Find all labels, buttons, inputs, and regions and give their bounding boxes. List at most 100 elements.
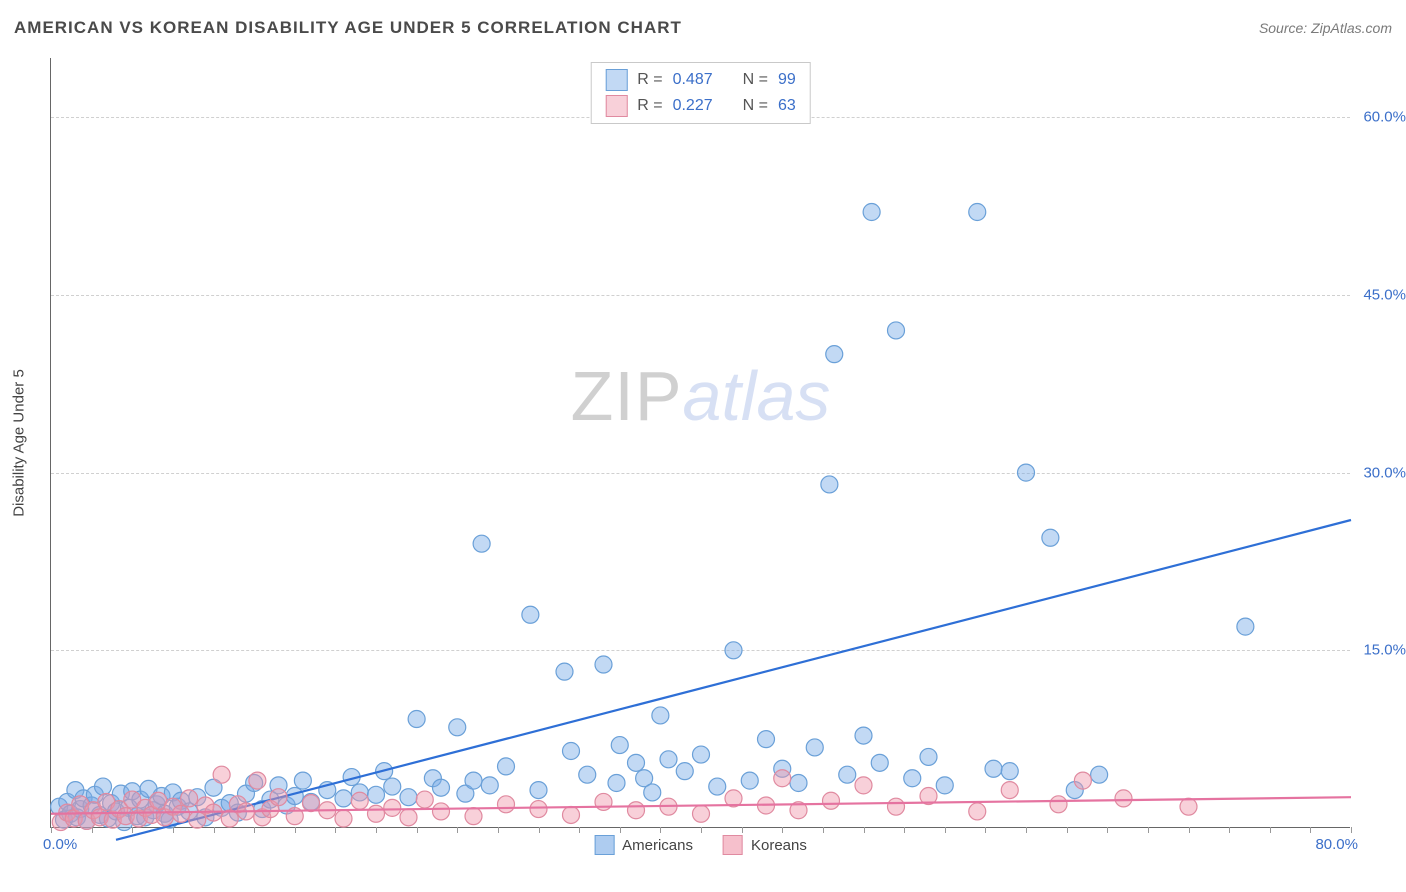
chart-title: AMERICAN VS KOREAN DISABILITY AGE UNDER … <box>14 18 682 38</box>
data-point <box>433 803 450 820</box>
data-point <box>1042 529 1059 546</box>
data-point <box>652 707 669 724</box>
data-point <box>303 795 320 812</box>
data-point <box>628 754 645 771</box>
r-label: R = <box>637 71 662 89</box>
y-tick-label: 15.0% <box>1363 642 1406 659</box>
n-label: N = <box>743 97 768 115</box>
data-point <box>676 763 693 780</box>
data-point <box>449 719 466 736</box>
x-tick <box>498 827 499 833</box>
data-point <box>774 770 791 787</box>
data-point <box>1001 763 1018 780</box>
x-tick <box>904 827 905 833</box>
swatch-americans-icon <box>594 835 614 855</box>
x-tick <box>335 827 336 833</box>
data-point <box>806 739 823 756</box>
x-tick <box>945 827 946 833</box>
x-tick <box>985 827 986 833</box>
data-point <box>1050 796 1067 813</box>
data-point <box>1074 772 1091 789</box>
data-point <box>408 711 425 728</box>
data-point <box>95 778 112 795</box>
data-point <box>556 663 573 680</box>
data-point <box>855 777 872 794</box>
x-tick <box>742 827 743 833</box>
x-tick <box>823 827 824 833</box>
data-point <box>888 798 905 815</box>
y-tick-label: 45.0% <box>1363 286 1406 303</box>
data-point <box>351 792 368 809</box>
data-point <box>693 746 710 763</box>
data-point <box>563 743 580 760</box>
data-point <box>400 809 417 826</box>
chart-header: AMERICAN VS KOREAN DISABILITY AGE UNDER … <box>14 18 1392 38</box>
x-tick <box>1229 827 1230 833</box>
r-label: R = <box>637 97 662 115</box>
x-tick <box>132 827 133 833</box>
x-tick <box>1270 827 1271 833</box>
x-tick <box>1067 827 1068 833</box>
legend-label-americans: Americans <box>622 837 693 854</box>
data-point <box>522 606 539 623</box>
x-tick <box>254 827 255 833</box>
data-point <box>384 799 401 816</box>
data-point <box>693 805 710 822</box>
n-label: N = <box>743 71 768 89</box>
swatch-koreans <box>605 95 627 117</box>
data-point <box>608 774 625 791</box>
data-point <box>725 642 742 659</box>
data-point <box>709 778 726 795</box>
x-tick <box>620 827 621 833</box>
x-tick <box>660 827 661 833</box>
data-point <box>758 731 775 748</box>
legend-row-koreans: R = 0.227 N = 63 <box>591 93 810 119</box>
plot-area: Disability Age Under 5 15.0%30.0%45.0%60… <box>50 58 1350 828</box>
legend-item-koreans: Koreans <box>723 835 807 855</box>
x-tick <box>782 827 783 833</box>
r-value-koreans: 0.227 <box>673 97 713 115</box>
x-tick <box>417 827 418 833</box>
source-label: Source: ZipAtlas.com <box>1259 20 1392 36</box>
data-point <box>368 786 385 803</box>
data-point <box>563 806 580 823</box>
data-point <box>823 792 840 809</box>
x-axis-start-label: 0.0% <box>43 836 77 853</box>
x-tick <box>1189 827 1190 833</box>
data-point <box>969 803 986 820</box>
y-tick-label: 30.0% <box>1363 464 1406 481</box>
data-point <box>1018 464 1035 481</box>
data-point <box>1237 618 1254 635</box>
y-tick-label: 60.0% <box>1363 109 1406 126</box>
data-point <box>1180 798 1197 815</box>
n-value-americans: 99 <box>778 71 796 89</box>
x-tick <box>1026 827 1027 833</box>
swatch-koreans-icon <box>723 835 743 855</box>
data-point <box>181 790 198 807</box>
data-point <box>473 535 490 552</box>
data-point <box>335 810 352 827</box>
x-tick <box>864 827 865 833</box>
data-point <box>294 772 311 789</box>
data-point <box>644 784 661 801</box>
data-point <box>871 754 888 771</box>
data-point <box>969 204 986 221</box>
legend-item-americans: Americans <box>594 835 693 855</box>
data-point <box>660 751 677 768</box>
x-tick <box>1148 827 1149 833</box>
x-tick <box>92 827 93 833</box>
data-point <box>530 782 547 799</box>
data-point <box>826 346 843 363</box>
x-tick <box>579 827 580 833</box>
scatter-chart <box>51 58 1350 827</box>
data-point <box>1115 790 1132 807</box>
y-axis-title: Disability Age Under 5 <box>11 369 28 517</box>
x-tick <box>1351 827 1352 833</box>
data-point <box>985 760 1002 777</box>
data-point <box>335 790 352 807</box>
data-point <box>530 801 547 818</box>
legend-row-americans: R = 0.487 N = 99 <box>591 67 810 93</box>
data-point <box>628 802 645 819</box>
data-point <box>400 789 417 806</box>
data-point <box>465 808 482 825</box>
